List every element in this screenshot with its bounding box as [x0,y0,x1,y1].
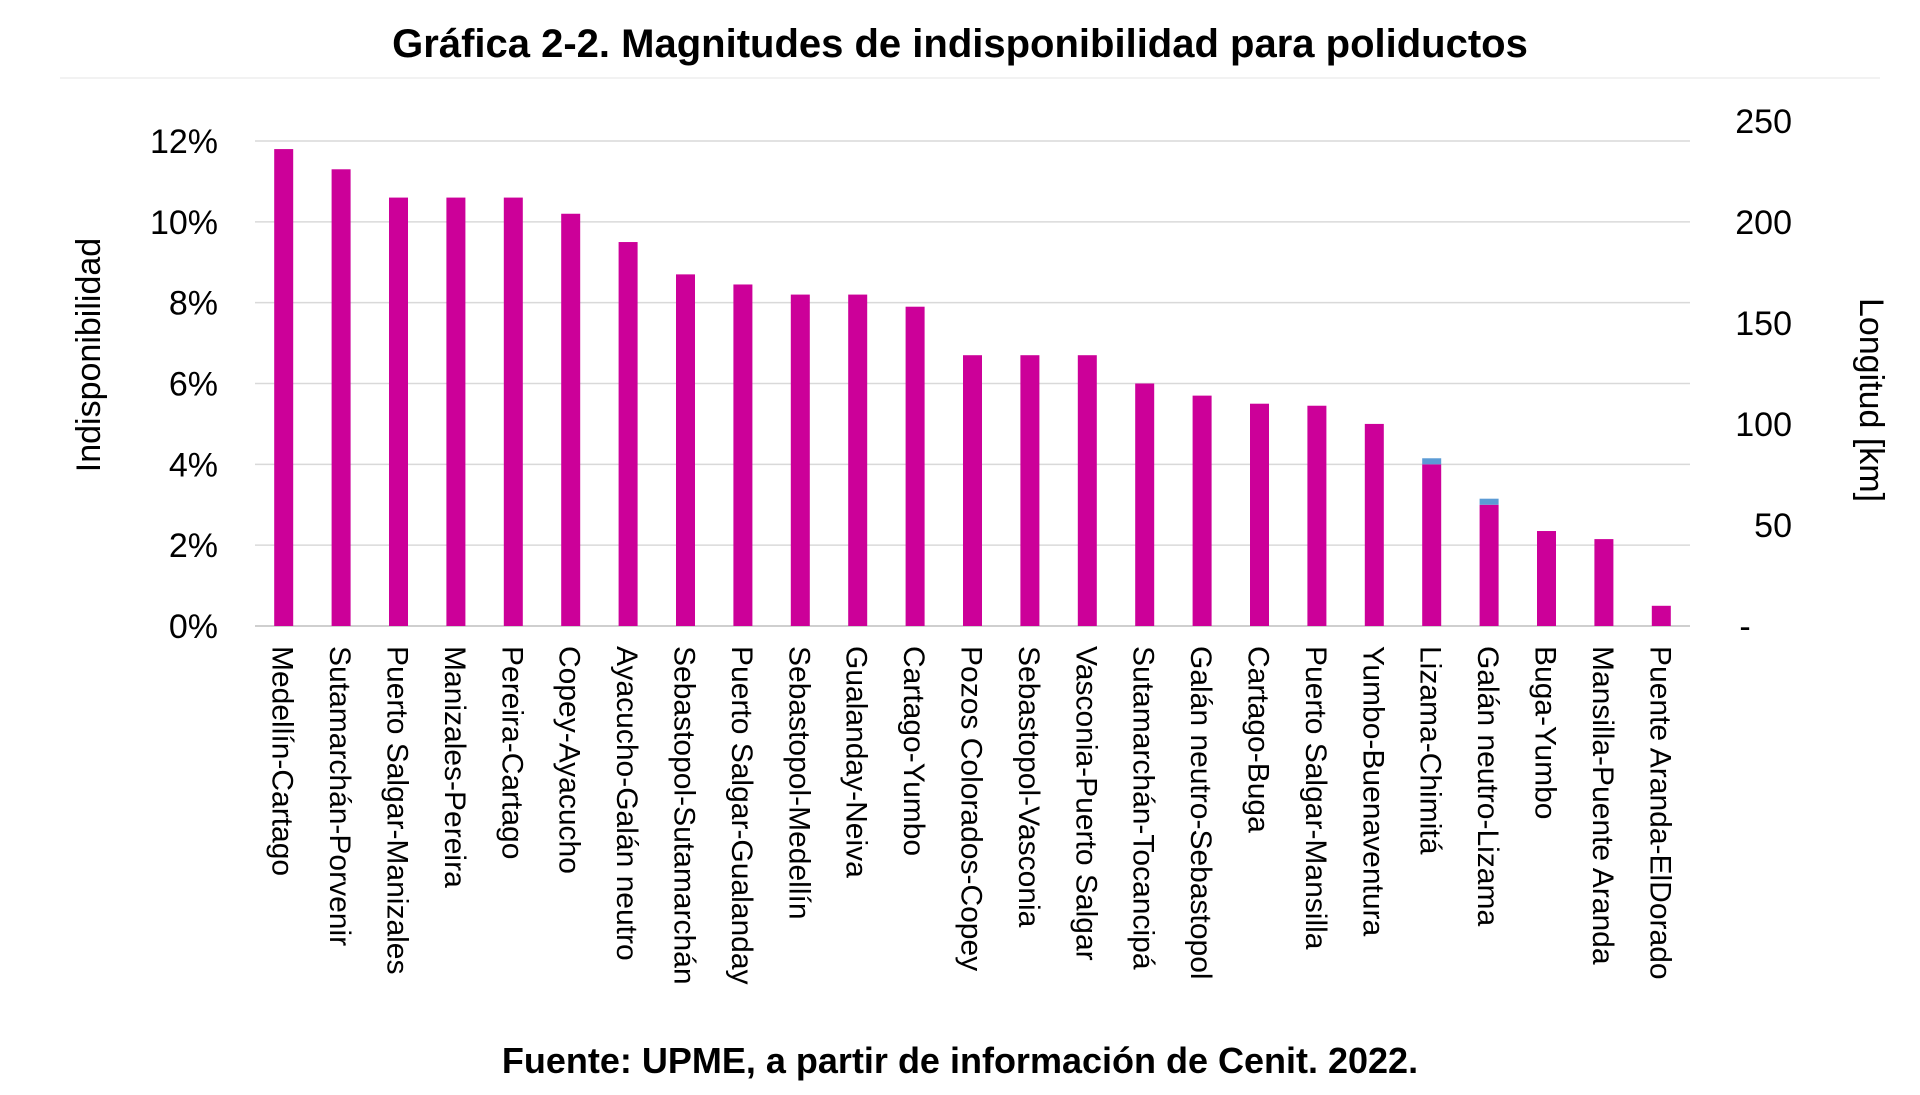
bar [274,149,294,627]
y2-tick-label: - [1739,608,1750,646]
x-tick-label: Puente Aranda-ElDorado [1643,646,1676,980]
x-tick-label: Vasconia-Puerto Salgar [1069,646,1102,961]
bar [1479,504,1499,626]
bar-segment [1422,458,1442,465]
bar [1020,355,1040,626]
bar [561,213,581,626]
x-tick-label: Puerto Salgar-Mansilla [1299,646,1332,950]
bar [1250,403,1269,626]
x-tick-label: Ayacucho-Galán neutro [610,646,643,961]
x-tick-label: Pozos Colorados-Copey [955,646,988,971]
bar [1307,405,1327,626]
y-tick-label: 2% [169,527,218,565]
y2-tick-label: 100 [1735,406,1792,444]
bar [790,294,810,626]
y2-tick-label: 250 [1735,103,1792,141]
x-tick-label: Cartago-Buga [1242,646,1275,833]
x-tick-label: Cartago-Yumbo [897,646,930,856]
y-tick-label: 6% [169,366,218,404]
x-tick-label: Sebastopol-Sutamarchán [668,646,701,985]
x-tick-label: Sebastopol-Vasconia [1012,646,1045,928]
x-axis-labels: Medellín-Cartago Sutamarchán-Porvenir Puer… [266,646,1677,985]
bar [1651,605,1671,626]
bar [1364,423,1384,626]
x-tick-label: Manizales-Pereira [438,646,471,888]
x-tick-label: Galán neutro-Lizama [1471,646,1504,926]
y2-tick-label: 200 [1735,204,1792,242]
bar [733,284,753,626]
x-tick-label: Mansilla-Puente Aranda [1586,646,1619,965]
x-tick-label: Yumbo-Buenaventura [1356,646,1389,937]
y-tick-label: 12% [150,123,218,161]
bar-chart: 0% 2% 4% 6% 8% 10% 12% - 50 100 150 200 250 Medellí… [60,77,1890,985]
bar [618,242,638,626]
source-note: Fuente: UPME, a partir de información de… [501,1040,1419,1081]
x-tick-label: Lizama-Chimitá [1414,646,1447,855]
x-tick-label: Puerto Salgar-Gualanday [725,646,758,985]
y-axis-title: Indisponibilidad [70,238,108,472]
y-tick-label: 4% [169,446,218,484]
chart-title: Gráfica 2-2. Magnitudes de indisponibili… [392,22,1528,66]
bar [446,197,466,627]
bar [1594,539,1614,626]
bar [1135,383,1155,626]
x-tick-label: Galán neutro-Sebastopol [1184,646,1217,980]
y-tick-label: 10% [150,204,218,242]
y2-axis-title: Longitud [km] [1852,298,1890,502]
bar [905,306,925,626]
bar [1192,395,1212,626]
bar [1537,531,1556,626]
x-tick-label: Sutamarchán-Tocancipá [1127,646,1160,970]
y-tick-label: 0% [169,608,218,646]
bars [274,149,1671,627]
bar [848,294,868,626]
x-tick-label: Gualanday-Neiva [840,646,873,878]
bar [1077,355,1097,626]
x-tick-label: Medellín-Cartago [266,646,299,876]
y2-tick-label: 50 [1754,507,1792,545]
y2-tick-label: 150 [1735,305,1792,343]
x-tick-label: Puerto Salgar-Manizales [381,646,414,975]
x-tick-label: Buga-Yumbo [1529,646,1562,819]
bar [1422,464,1442,626]
x-tick-label: Copey-Ayacucho [553,646,586,874]
bar [676,274,695,626]
y-axis-ticks: 0% 2% 4% 6% 8% 10% 12% [150,123,218,646]
x-tick-label: Sebastopol-Medellín [782,646,815,920]
bar [331,169,351,626]
x-tick-label: Sutamarchán-Porvenir [323,646,356,946]
bar [503,197,523,627]
x-tick-label: Pereira-Cartago [495,646,528,859]
bar [389,197,408,627]
bar [963,355,982,626]
y2-axis-ticks: - 50 100 150 200 250 [1735,103,1792,646]
y-tick-label: 8% [169,285,218,323]
bar-segment [1479,498,1499,505]
